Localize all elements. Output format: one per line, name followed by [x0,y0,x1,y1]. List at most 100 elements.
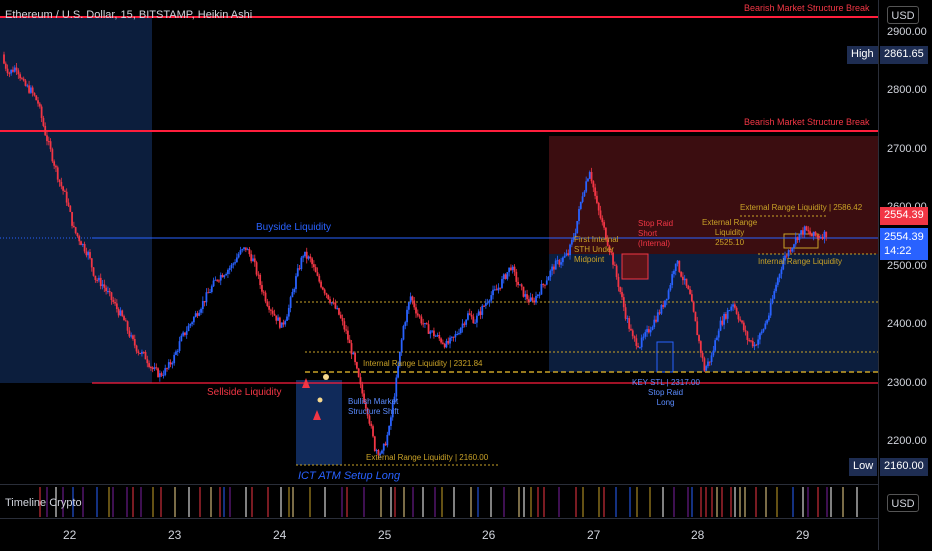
candle-body [753,344,756,347]
candle-body [433,330,435,337]
candle-body [209,292,211,294]
currency-button[interactable]: USD [887,6,919,24]
zone-stop-raid-short [621,253,649,280]
x-label: 26 [482,528,496,542]
candle-body [312,264,315,268]
candle-body [816,235,819,237]
x-label: 23 [168,528,182,542]
candle-body [164,368,167,375]
candle-body [819,236,822,238]
candle-body [800,230,803,234]
bulb-marker-2 [317,397,323,403]
time-axis[interactable] [0,518,878,551]
candle-body [732,304,734,307]
candle-body [24,80,27,86]
candle-body [62,186,65,191]
candle-body [554,260,557,270]
candle-body [746,331,749,340]
candle-body [685,278,688,286]
x-label: 28 [691,528,705,542]
candle-body [191,322,193,324]
candle-body [511,266,514,271]
stop-raid-long-label: Stop Raid Long [648,388,684,407]
candle-body [35,95,38,101]
candle-body [608,245,611,252]
candle-body [173,354,176,364]
candle-body [452,336,455,338]
candle-body [429,331,432,334]
candle-body [92,267,95,276]
candle-body [277,317,279,321]
candle-body [424,323,426,325]
candle-body [17,70,20,75]
candle-body [793,244,795,248]
candle-body [619,286,622,293]
candle-body [515,271,518,282]
candle-body [649,330,652,333]
candle-body [268,305,271,310]
candle-body [6,68,9,74]
indicator-label[interactable]: Timeline Crypto [5,497,82,509]
candle-body [302,256,305,258]
candle-body [766,320,768,324]
candle-body [488,300,491,303]
price-chart[interactable] [0,0,878,484]
candle-body [19,74,22,79]
candle-body [381,450,383,454]
candle-body [284,320,287,325]
symbol-legend[interactable]: Ethereum / U.S. Dollar, 15, BITSTAMP, He… [5,9,253,21]
candle-body [364,402,367,409]
last-price-tag: 2554.39 14:22 [880,228,928,260]
candle-body [794,237,797,245]
candle-body [527,299,530,302]
candle-body [701,352,704,359]
candle-body [316,272,319,276]
candle-body [542,283,545,285]
candle-body [64,190,66,192]
candle-body [44,125,47,136]
candle-body [397,366,399,378]
candle-body [533,300,536,303]
candle-body [411,296,414,301]
candle-body [581,196,584,202]
candle-body [210,286,213,293]
candle-body [261,285,263,292]
candle-body [510,267,512,271]
indicator-pane[interactable] [0,484,878,519]
candle-body [660,305,663,314]
candle-body [578,208,580,221]
candle-body [726,310,729,319]
candle-body [124,320,127,322]
candle-body [665,298,668,301]
candle-body [710,355,713,362]
candle-body [755,344,758,346]
currency-button-pane[interactable]: USD [887,494,919,512]
candle-body [683,278,686,281]
axis-tick: 2900.00 [887,26,927,38]
candle-body [83,243,86,252]
candle-body [212,280,215,287]
candle-body [479,311,482,315]
x-label: 25 [378,528,392,542]
candle-body [158,373,161,378]
x-label: 24 [273,528,287,542]
candle-body [690,294,693,302]
candle-body [366,408,369,416]
candle-body [228,268,231,270]
candle-body [445,340,448,348]
candle-body [560,262,562,265]
candle-body [637,345,640,348]
candle-body [667,290,670,299]
bearish-mss-label-mid: Bearish Market Structure Break [744,117,870,127]
candle-body [656,312,659,322]
candle-body [733,304,736,308]
candle-body [459,327,462,334]
candle-body [80,241,82,246]
low-value: 2160.00 [880,458,928,476]
candle-body [282,322,285,325]
candle-body [98,277,100,281]
candle-body [241,249,244,251]
candle-body [144,352,147,360]
candle-body [785,255,788,257]
candle-body [257,274,260,276]
